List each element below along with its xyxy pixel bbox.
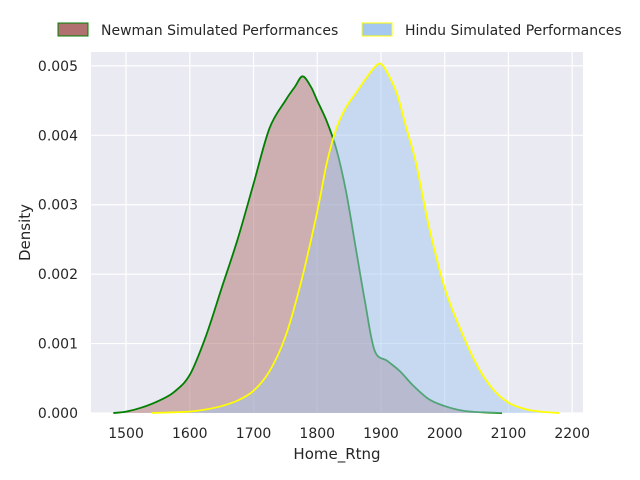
legend-label-newman: Newman Simulated Performances bbox=[101, 23, 338, 39]
y-tick-label: 0.003 bbox=[38, 198, 78, 214]
series-layer bbox=[113, 62, 560, 414]
y-tick-label: 0.004 bbox=[38, 128, 78, 144]
legend-label-hindu: Hindu Simulated Performances bbox=[405, 23, 622, 39]
y-tick-label: 0.002 bbox=[38, 267, 78, 283]
density-line-hindu bbox=[151, 62, 560, 414]
density-area-newman bbox=[113, 76, 503, 414]
x-axis-label: Home_Rtng bbox=[293, 445, 380, 464]
y-tick-label: 0.001 bbox=[38, 337, 78, 353]
density-area-hindu bbox=[151, 63, 560, 414]
x-tick-label: 1700 bbox=[236, 426, 272, 442]
x-tick-label: 1800 bbox=[299, 426, 335, 442]
x-tick-label: 2200 bbox=[554, 426, 590, 442]
x-tick-label: 1900 bbox=[363, 426, 399, 442]
y-tick-label: 0.005 bbox=[38, 59, 78, 75]
y-axis-label: Density bbox=[16, 204, 34, 261]
y-tick-label: 0.000 bbox=[38, 406, 78, 422]
legend-swatch-hindu bbox=[361, 22, 393, 37]
x-axis-ticks: 1500 1600 1700 1800 1900 2000 2100 2200 bbox=[108, 426, 590, 442]
y-axis-ticks: 0.000 0.001 0.002 0.003 0.004 0.005 bbox=[38, 59, 78, 422]
x-tick-label: 2100 bbox=[491, 426, 527, 442]
legend: Newman Simulated Performances Hindu Simu… bbox=[57, 22, 622, 39]
legend-swatch-newman bbox=[57, 22, 89, 37]
x-tick-label: 1500 bbox=[108, 426, 144, 442]
x-tick-label: 1600 bbox=[172, 426, 208, 442]
x-tick-label: 2000 bbox=[427, 426, 463, 442]
